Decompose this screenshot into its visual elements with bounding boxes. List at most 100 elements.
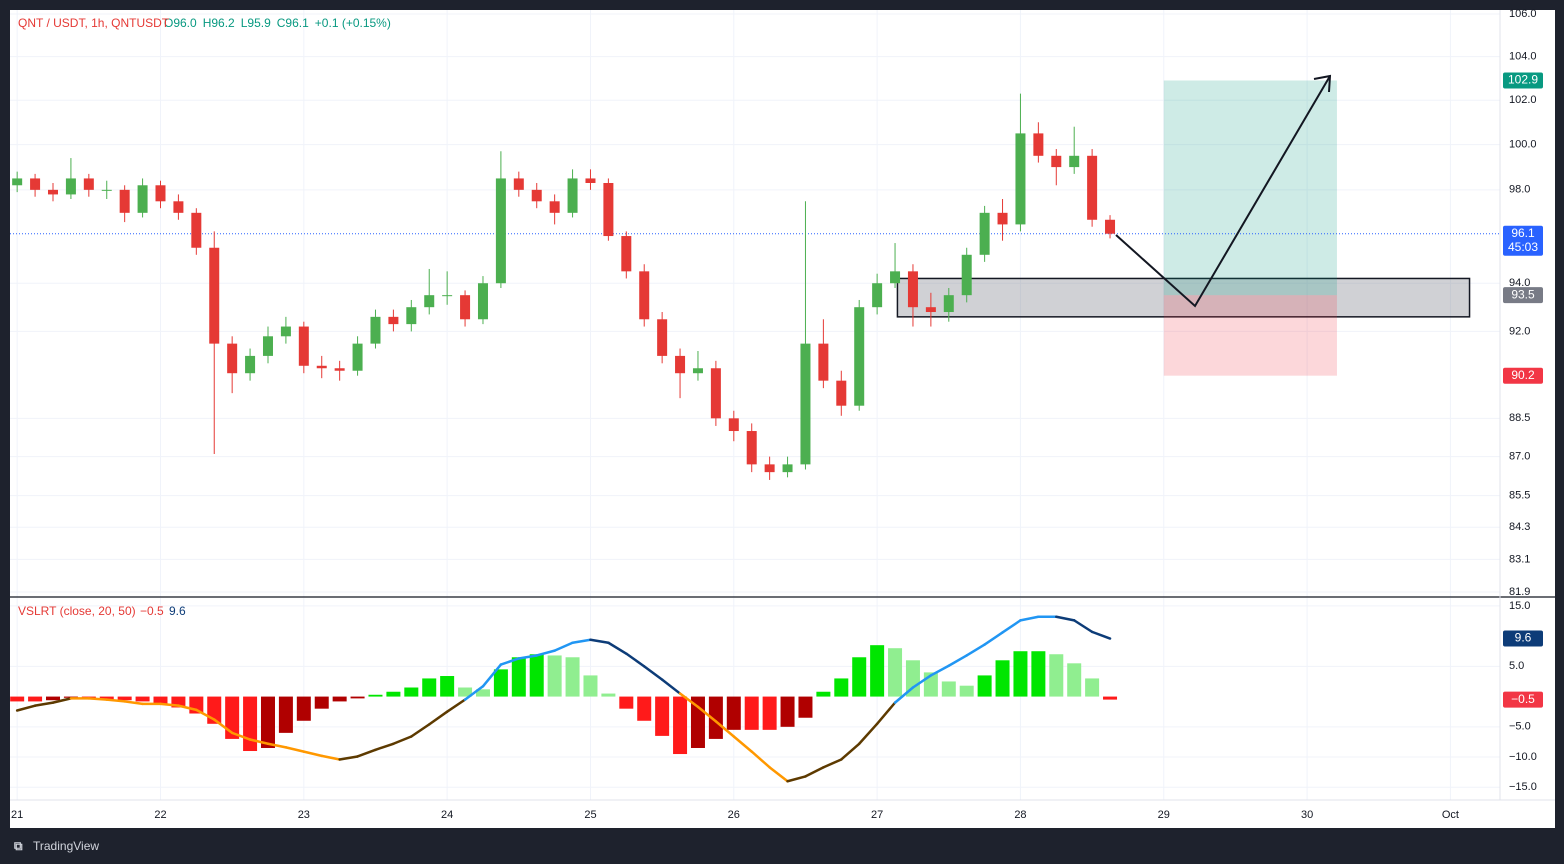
candle-body (692, 368, 703, 374)
candle-body (370, 316, 381, 344)
histogram-bar (332, 696, 347, 702)
signal-line (123, 700, 144, 706)
signal-line (1055, 615, 1076, 622)
signal-line (732, 735, 753, 753)
y-tick-label: 100.0 (1509, 138, 1537, 150)
chart-background (10, 10, 1555, 828)
entry-tag: 93.5 (1511, 287, 1535, 301)
footer: ⧉ TradingView (14, 839, 99, 853)
marks (10, 93, 1118, 783)
last-price-tag-countdown: 45:03 (1508, 240, 1538, 254)
y-tick-label: 15.0 (1509, 600, 1530, 612)
histogram-bar (1103, 696, 1118, 700)
y-tick-label: −5.0 (1509, 721, 1531, 733)
signal-line (177, 704, 198, 712)
signal-line (105, 698, 126, 703)
last-price-tag: 96.1 (1511, 226, 1535, 240)
signal-line (463, 685, 485, 701)
histogram-bar (941, 681, 956, 697)
line-tag-bg (1503, 630, 1543, 647)
signal-line (660, 678, 682, 695)
histogram-bar (1085, 678, 1100, 697)
candle-body (925, 307, 936, 313)
candle-body (603, 182, 614, 237)
x-tick-label: 26 (728, 809, 740, 821)
signal-line (875, 701, 897, 726)
candle-body (657, 319, 668, 356)
signal-line (356, 748, 377, 758)
histogram-bar (870, 645, 885, 697)
y-tick-label: 98.0 (1509, 184, 1530, 196)
x-tick-label: 28 (1014, 809, 1026, 821)
histogram-bar (368, 694, 383, 697)
histogram-bar (422, 678, 437, 697)
signal-line (965, 643, 986, 657)
branding[interactable]: TradingView (33, 839, 99, 853)
candle-body (836, 380, 847, 406)
signal-line (714, 720, 736, 738)
histogram-bar (816, 691, 831, 697)
signal-line (338, 755, 359, 761)
histogram-bar (977, 675, 992, 697)
signal-line (392, 735, 413, 746)
stop-zone (1163, 295, 1337, 376)
candle-body (209, 247, 220, 344)
histogram-bar (117, 696, 132, 701)
candle-body (460, 295, 471, 320)
candle-body (585, 178, 596, 183)
candle-body (442, 295, 453, 297)
histogram-bar (1013, 651, 1028, 697)
histogram-bar (386, 691, 401, 697)
candle-body (746, 431, 757, 465)
y-tick-label: 85.5 (1509, 490, 1530, 502)
signal-line (1090, 630, 1112, 640)
histogram-tag: −0.5 (1511, 692, 1535, 706)
histogram-bar (601, 693, 616, 697)
candle-body (406, 307, 417, 325)
histogram-bar (852, 657, 867, 697)
histogram-bar (45, 696, 60, 701)
histogram-bar (619, 696, 634, 709)
histogram-bar (171, 696, 186, 708)
histogram-bar (260, 696, 275, 748)
signal-line (410, 723, 431, 738)
projection-arrow[interactable] (1115, 75, 1331, 308)
candle-body (890, 271, 901, 284)
candle-body (854, 307, 865, 406)
candle-body (262, 336, 273, 356)
signal-line (696, 705, 718, 723)
histogram-bar (28, 696, 43, 702)
ohlc-value: C96.1 (277, 16, 309, 30)
arrow-head (1313, 74, 1332, 93)
histogram-bar (243, 696, 258, 752)
candle-body (979, 212, 990, 255)
histogram-bar (959, 685, 974, 697)
target-tag-bg (1503, 72, 1543, 89)
ohlc-value: L95.9 (241, 16, 271, 30)
candle-body (943, 295, 954, 313)
indicator-title: VSLRT (close, 20, 50) (18, 604, 136, 618)
histogram-bar (529, 654, 544, 697)
ohlc-value: +0.1 (+0.15%) (315, 16, 391, 30)
candle-body (12, 178, 23, 186)
candle-body (245, 355, 256, 374)
labels: O96.0 H96.2 L95.9 C96.1 +0.1 (+0.15%) 21 22 23 2… (11, 8, 1543, 821)
signal-line (893, 686, 915, 704)
histogram-bar (762, 696, 777, 730)
histogram-bar (888, 648, 903, 697)
histogram-bar (1067, 663, 1082, 697)
histogram-bar (655, 696, 670, 736)
candle-body (513, 178, 524, 190)
signal-line (517, 654, 538, 660)
y-tick-label: −15.0 (1509, 781, 1537, 793)
histogram-bar (99, 696, 114, 700)
candle-body (997, 212, 1008, 225)
signal-line (607, 641, 628, 655)
histogram-bar (547, 655, 562, 697)
candle-body (280, 326, 291, 337)
candle-body (1015, 133, 1026, 225)
y-tick-label: 81.9 (1509, 586, 1530, 598)
candle-body (1069, 155, 1080, 168)
histogram-bar (726, 696, 741, 730)
